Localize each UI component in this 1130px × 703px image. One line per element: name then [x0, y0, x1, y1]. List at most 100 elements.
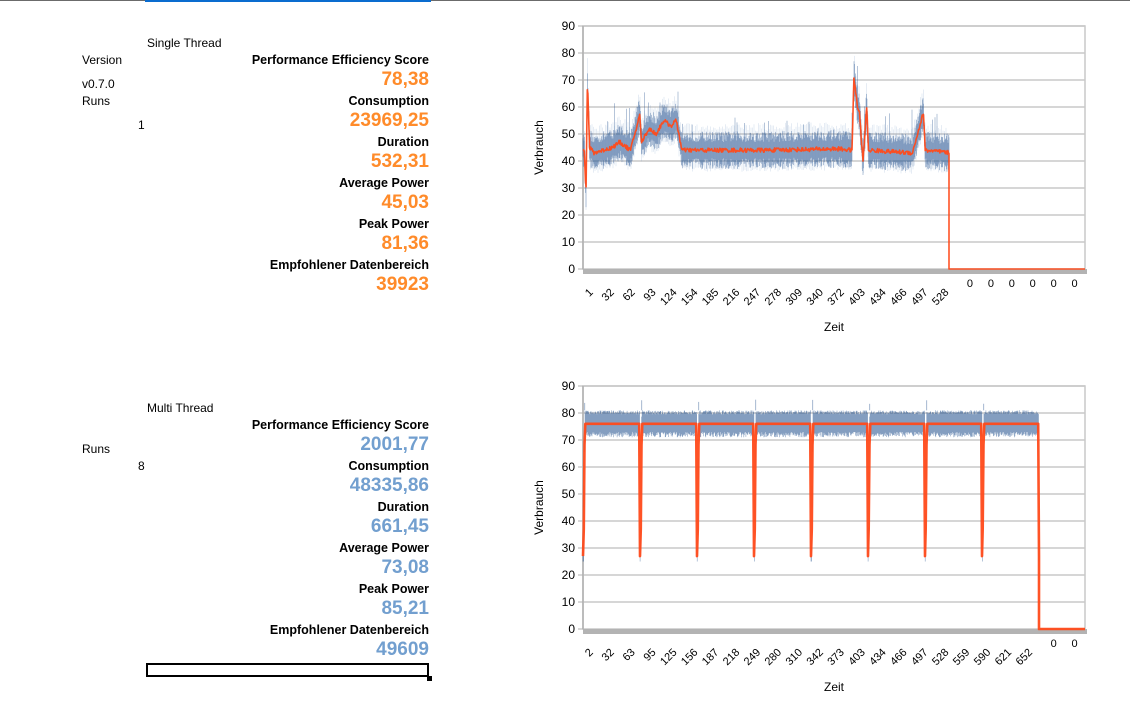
x-tick-label: 497 — [909, 647, 930, 668]
x-tick-label: 309 — [784, 287, 805, 308]
x-tick-label: 497 — [909, 287, 930, 308]
version-value: v0.7.0 — [82, 77, 115, 91]
metric-label-consumption: Consumption — [348, 94, 429, 108]
x-tick-label: 218 — [721, 647, 742, 668]
metric-label-peak-power: Peak Power — [358, 217, 429, 231]
metric-label-consumption-multi: Consumption — [348, 459, 429, 473]
metric-value-peak-power: 81,36 — [381, 233, 429, 254]
x-tick-label: 187 — [700, 647, 721, 668]
y-axis-title: Verbrauch — [532, 120, 546, 175]
selected-cell[interactable] — [146, 663, 429, 677]
x-tick-label: 249 — [742, 647, 763, 668]
x-axis-title: Zeit — [824, 680, 845, 694]
metric-value-data-range: 39923 — [376, 274, 429, 295]
x-tick-label: 280 — [763, 647, 784, 668]
x-tick-label: 154 — [679, 287, 700, 308]
y-tick-label: 60 — [562, 100, 576, 114]
metric-value-consumption: 23969,25 — [349, 110, 429, 131]
x-tick-label: 247 — [742, 287, 763, 308]
x-tick-label: 0 — [1071, 638, 1077, 650]
fill-handle[interactable] — [427, 676, 432, 681]
x-tick-label: 434 — [867, 287, 888, 308]
x-tick-label: 559 — [951, 647, 972, 668]
y-tick-label: 30 — [562, 181, 576, 195]
metric-value-duration-multi: 661,45 — [370, 516, 429, 537]
x-tick-label: 0 — [967, 278, 973, 290]
x-axis-floor — [583, 629, 1087, 634]
metric-label-peak-power-multi: Peak Power — [358, 582, 429, 596]
metric-label-score: Performance Efficiency Score — [251, 53, 429, 67]
x-tick-label: 528 — [930, 287, 951, 308]
runs-label: Runs — [82, 94, 111, 108]
x-tick-label: 124 — [658, 287, 679, 308]
x-tick-label: 466 — [888, 647, 909, 668]
metric-value-duration: 532,31 — [370, 151, 429, 172]
metric-value-score-multi: 2001,77 — [360, 434, 429, 455]
section-title-single-thread: Single Thread — [147, 36, 222, 50]
version-label: Version — [82, 53, 123, 67]
x-tick-label: 93 — [641, 287, 658, 304]
y-tick-label: 0 — [568, 262, 575, 276]
x-tick-label: 621 — [993, 647, 1014, 668]
y-tick-label: 80 — [562, 406, 576, 420]
metric-value-peak-power-multi: 85,21 — [381, 598, 429, 619]
y-tick-label: 50 — [562, 487, 576, 501]
x-tick-label: 310 — [784, 647, 805, 668]
multi-thread-chart[interactable]: 0 10 20 30 40 50 60 70 80 90 2 32 63 95 125 156 187 218 24… — [520, 370, 1120, 700]
x-tick-label: 466 — [888, 287, 909, 308]
y-tick-label: 30 — [562, 541, 576, 555]
metric-label-score-multi: Performance Efficiency Score — [251, 418, 429, 432]
x-tick-label: 590 — [972, 647, 993, 668]
metric-value-score: 78,38 — [381, 69, 429, 90]
x-tick-label: 32 — [600, 287, 617, 304]
x-tick-label: 0 — [1071, 278, 1077, 290]
y-tick-label: 20 — [562, 568, 576, 582]
metric-value-average-power: 45,03 — [381, 192, 429, 213]
smoothed-series-line — [581, 422, 1085, 631]
runs-label-multi: Runs — [82, 442, 111, 456]
x-tick-label: 216 — [721, 287, 742, 308]
x-tick-label: 652 — [1014, 647, 1035, 668]
y-tick-label: 10 — [562, 595, 576, 609]
window-top-border — [0, 0, 1130, 1]
x-axis-title: Zeit — [824, 320, 845, 334]
x-tick-label: 0 — [988, 278, 994, 290]
x-tick-label: 0 — [1030, 278, 1036, 290]
y-tick-label: 90 — [562, 19, 576, 33]
x-axis-floor — [583, 269, 1087, 274]
metric-value-consumption-multi: 48335,86 — [349, 475, 429, 496]
x-tick-label: 125 — [658, 647, 679, 668]
x-tick-label: 342 — [805, 647, 826, 668]
runs-value-multi: 8 — [138, 459, 145, 473]
y-tick-label: 50 — [562, 127, 576, 141]
x-tick-label: 434 — [867, 647, 888, 668]
y-tick-label: 60 — [562, 460, 576, 474]
x-tick-label: 528 — [930, 647, 951, 668]
metric-label-average-power: Average Power — [339, 176, 429, 190]
y-tick-label: 40 — [562, 514, 576, 528]
x-tick-label: 403 — [846, 647, 867, 668]
metric-label-duration: Duration — [377, 135, 429, 149]
smoothed-series-line — [582, 77, 1085, 270]
metric-label-data-range-multi: Empfohlener Datenbereich — [269, 623, 429, 637]
x-tick-label: 2 — [583, 647, 596, 660]
y-tick-label: 70 — [562, 73, 576, 87]
x-tick-label: 403 — [846, 287, 867, 308]
x-tick-label: 1 — [583, 287, 596, 300]
x-tick-label: 185 — [700, 287, 721, 308]
y-tick-label: 0 — [568, 622, 575, 636]
x-tick-label: 156 — [679, 647, 700, 668]
x-tick-label: 373 — [825, 647, 846, 668]
x-tick-label: 63 — [621, 647, 638, 664]
section-title-multi-thread: Multi Thread — [147, 401, 214, 415]
x-tick-label: 0 — [1051, 638, 1057, 650]
y-tick-label: 70 — [562, 433, 576, 447]
x-tick-label: 340 — [805, 287, 826, 308]
y-tick-label: 80 — [562, 46, 576, 60]
single-thread-chart[interactable]: 0 10 20 30 40 50 60 70 80 90 1 32 62 93 124 154 185 216 24… — [520, 10, 1120, 340]
x-tick-label: 372 — [825, 287, 846, 308]
metric-value-average-power-multi: 73,08 — [381, 557, 429, 578]
x-tick-label: 32 — [600, 647, 617, 664]
y-axis-title: Verbrauch — [532, 480, 546, 535]
metric-label-average-power-multi: Average Power — [339, 541, 429, 555]
